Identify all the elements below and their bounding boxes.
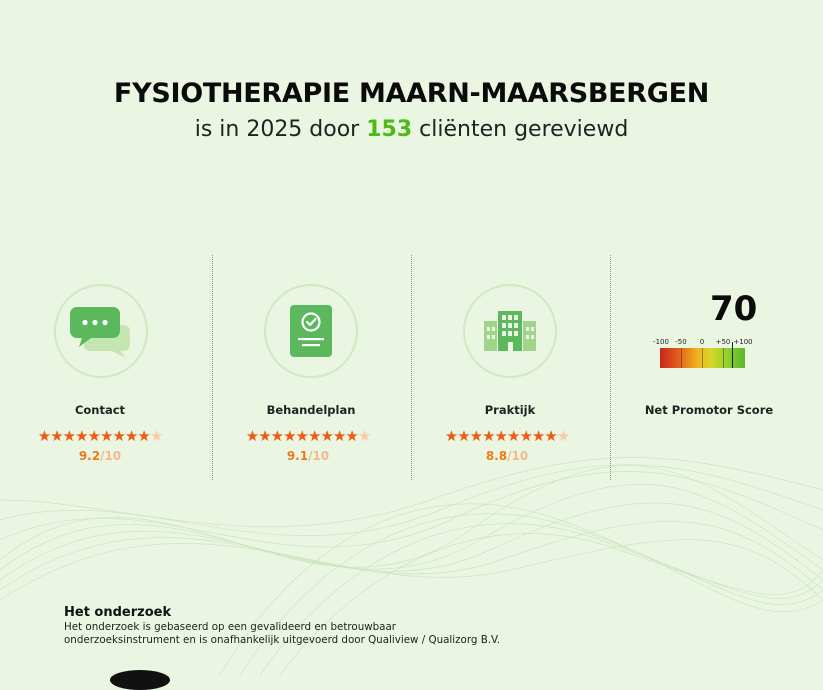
- research-line: onderzoeksinstrument en is onafhankelijk…: [64, 634, 501, 646]
- star-rating-contact: ★★★★★★★★★★: [0, 428, 200, 444]
- star-icon: ★: [544, 427, 557, 445]
- star-icon: ★: [124, 427, 138, 445]
- star-icon: ★: [444, 427, 458, 445]
- subtitle-suffix: cliënten gereviewd: [419, 117, 629, 142]
- clipboard-check-icon: [290, 305, 332, 357]
- star-icon: ★: [75, 427, 88, 445]
- score-denominator: /10: [100, 449, 122, 463]
- subtitle-prefix: is in 2025 door: [194, 117, 360, 142]
- star-icon: ★: [87, 427, 101, 445]
- score-value: 8.8: [485, 449, 508, 463]
- star-icon: ★: [137, 427, 150, 445]
- star-icon: ★: [531, 427, 545, 445]
- research-title: Het onderzoek: [64, 605, 172, 620]
- score-praktijk: 8.8/10: [407, 449, 607, 463]
- star-icon: ★: [258, 427, 271, 445]
- star-icon: ★: [295, 427, 309, 445]
- nps-tick: -100: [653, 338, 669, 346]
- nps-tick: +50: [715, 338, 731, 346]
- column-divider: [610, 255, 611, 480]
- nps-label: Net Promotor Score: [644, 403, 774, 417]
- star-icon: ★: [37, 427, 51, 445]
- page-subtitle: is in 2025 door 153 cliënten gereviewd: [0, 117, 823, 142]
- nps-value: 70: [710, 289, 758, 329]
- column-divider: [212, 255, 213, 480]
- nps-gauge-marker: [732, 342, 734, 368]
- buildings-icon: [484, 311, 536, 351]
- category-label-contact: Contact: [74, 403, 126, 417]
- star-rating-behandelplan: ★★★★★★★★★★: [208, 428, 408, 444]
- star-icon: ★: [494, 427, 508, 445]
- client-count: 153: [366, 117, 413, 142]
- nps-scale-ticks: -100 -50 0 +50 +100: [653, 338, 753, 348]
- contact-icon-circle: [54, 284, 148, 378]
- star-icon: ★: [457, 427, 470, 445]
- nps-gauge-bar: [660, 348, 745, 368]
- score-value: 9.1: [286, 449, 309, 463]
- research-text: Het onderzoek is gebaseerd op een gevali…: [64, 621, 584, 647]
- nps-tick: -50: [675, 338, 687, 346]
- score-contact: 9.2/10: [0, 449, 200, 463]
- nps-tick: +100: [733, 338, 753, 346]
- behandelplan-icon-circle: [264, 284, 358, 378]
- star-icon: ★: [50, 427, 63, 445]
- category-label-praktijk: Praktijk: [484, 403, 536, 417]
- star-icon: ★: [308, 427, 321, 445]
- chat-bubbles-icon: [70, 307, 130, 358]
- star-icon: ★: [283, 427, 296, 445]
- star-icon: ★: [112, 427, 125, 445]
- page-title: FYSIOTHERAPIE MAARN-MAARSBERGEN: [113, 78, 710, 109]
- star-icon: ★: [507, 427, 520, 445]
- decorative-shape: [110, 670, 170, 690]
- star-icon: ★: [332, 427, 346, 445]
- category-label-behandelplan: Behandelplan: [266, 403, 356, 417]
- star-icon: ★: [320, 427, 333, 445]
- star-icon: ★: [270, 427, 284, 445]
- research-line: Het onderzoek is gebaseerd op een gevali…: [64, 621, 397, 633]
- star-icon: ★: [482, 427, 495, 445]
- star-icon: ★: [62, 427, 76, 445]
- praktijk-icon-circle: [463, 284, 557, 378]
- star-icon: ★: [519, 427, 532, 445]
- score-behandelplan: 9.1/10: [208, 449, 408, 463]
- score-denominator: /10: [308, 449, 330, 463]
- star-icon: ★: [469, 427, 483, 445]
- star-icon: ★: [149, 427, 163, 445]
- star-rating-praktijk: ★★★★★★★★★★: [407, 428, 607, 444]
- score-value: 9.2: [78, 449, 101, 463]
- star-icon: ★: [357, 427, 371, 445]
- score-denominator: /10: [507, 449, 529, 463]
- nps-tick: 0: [699, 338, 705, 346]
- star-icon: ★: [556, 427, 570, 445]
- column-divider: [411, 255, 412, 480]
- star-icon: ★: [245, 427, 259, 445]
- star-icon: ★: [345, 427, 358, 445]
- star-icon: ★: [100, 427, 113, 445]
